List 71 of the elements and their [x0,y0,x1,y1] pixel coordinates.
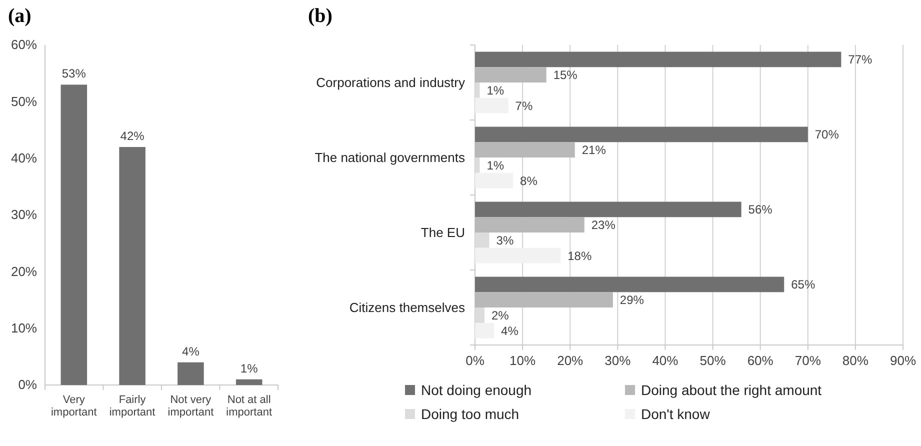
x-tick-label: Fairly important [109,394,156,419]
bar [475,292,613,308]
bar [475,172,514,188]
y-tick-label: 40% [10,150,38,166]
data-label: 2% [492,308,510,322]
bar [475,217,584,232]
data-label: 1% [240,361,258,376]
x-tick-label: Not at all important [226,394,272,419]
data-label: 65% [791,278,816,292]
y-tick-label: The EU [420,225,465,240]
x-tick-label: 80% [842,353,869,368]
bar [475,158,480,173]
chart-title: (b) [308,5,332,27]
data-label: 1% [486,158,504,172]
x-tick-label: 20% [557,353,584,368]
data-label: 70% [814,128,840,142]
bar [119,147,146,385]
x-tick-label: 90% [890,353,916,368]
data-label: 53% [62,66,86,81]
bar [475,142,575,158]
x-tick-label: 60% [747,353,774,368]
x-tick-label: Not very important [168,394,214,419]
x-tick-label: 70% [794,353,822,368]
data-label: 23% [591,218,616,232]
bar [236,379,262,385]
data-label: 56% [748,202,773,217]
y-tick-label: 60% [10,37,38,52]
bar [475,98,508,114]
data-label: 15% [553,68,578,82]
bar [475,126,808,142]
data-label: 77% [848,52,873,67]
y-tick-label: 10% [10,320,38,336]
data-label: 42% [120,129,145,143]
x-tick-label: 30% [604,353,632,368]
legend-label: Doing too much [421,406,520,422]
data-label: 29% [620,293,644,308]
bar [475,202,742,218]
data-label: 8% [520,174,538,188]
bar [60,84,88,385]
x-tick-label: Very important [50,394,97,419]
legend-label: Don't know [641,406,711,422]
bar [475,308,485,323]
y-tick-label: The national governments [314,150,466,166]
x-tick-label: 0% [466,353,485,368]
y-tick-label: 20% [10,264,38,279]
legend-label: Doing about the right amount [641,382,822,398]
data-label: 21% [582,143,606,158]
x-tick-label: 10% [510,353,536,368]
y-tick-label: Corporations and industry [316,75,466,90]
bar [178,362,204,385]
chart-title: (a) [8,5,32,27]
data-label: 1% [486,83,504,98]
x-tick-label: 50% [700,353,726,368]
data-label: 3% [496,233,514,248]
bar [475,67,546,82]
data-label: 4% [182,344,200,358]
bar [475,322,494,338]
data-label: 18% [568,248,592,263]
bar [475,276,784,292]
bar [475,82,480,98]
bar [475,248,561,264]
y-tick-label: 50% [10,94,38,109]
y-tick-label: 30% [10,207,38,222]
y-tick-label: 0% [18,377,38,392]
x-tick-label: 40% [652,353,679,368]
data-label: 7% [515,98,533,113]
legend-label: Not doing enough [421,382,532,398]
bar [475,52,842,68]
data-label: 4% [501,324,519,338]
bar [475,232,490,248]
y-tick-label: Citizens themselves [349,300,466,316]
